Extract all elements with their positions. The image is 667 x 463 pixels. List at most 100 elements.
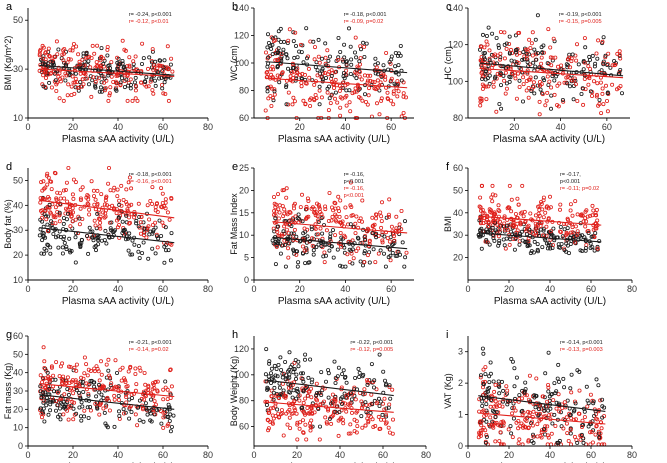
data-point-red-113 xyxy=(68,224,73,229)
data-point-red-126 xyxy=(478,103,483,108)
data-point-black-152 xyxy=(497,102,502,107)
data-point-red-197 xyxy=(600,39,605,44)
data-point-black-98 xyxy=(525,70,530,75)
data-point-red-76 xyxy=(282,238,287,243)
data-point-black-16 xyxy=(304,26,309,31)
data-point-red-28 xyxy=(520,442,525,447)
data-point-black-133 xyxy=(534,57,539,62)
data-point-black-138 xyxy=(370,402,375,407)
data-point-red-69 xyxy=(269,394,274,399)
data-point-black-131 xyxy=(556,440,561,445)
data-point-black-4 xyxy=(523,380,528,385)
data-point-red-3 xyxy=(68,57,73,62)
regression-line-black xyxy=(478,232,602,243)
data-point-black-128 xyxy=(479,396,484,401)
data-point-red-62 xyxy=(276,207,281,212)
data-point-red-201 xyxy=(118,367,123,372)
data-point-red-83 xyxy=(348,422,353,427)
data-point-red-177 xyxy=(557,81,562,86)
data-point-red-50 xyxy=(74,362,79,367)
data-point-red-129 xyxy=(287,209,292,214)
x-tick-label: 0 xyxy=(25,122,30,132)
data-point-black-76 xyxy=(555,376,560,381)
data-point-red-87 xyxy=(317,60,322,65)
data-point-red-94 xyxy=(268,72,273,77)
data-point-red-122 xyxy=(128,365,133,370)
panel-letter: h xyxy=(232,329,238,341)
data-point-red-45 xyxy=(403,95,408,100)
data-point-black-108 xyxy=(523,387,528,392)
data-point-red-211 xyxy=(133,371,138,376)
data-point-red-204 xyxy=(478,428,483,433)
data-point-red-186 xyxy=(339,415,344,420)
data-point-black-168 xyxy=(605,91,610,96)
data-point-red-125 xyxy=(380,401,385,406)
data-point-red-132 xyxy=(38,373,43,378)
data-point-red-138 xyxy=(127,175,132,180)
correlation-annotation-red: r= -0.12, p=0.005 xyxy=(350,347,393,353)
data-point-black-45 xyxy=(510,406,515,411)
data-point-red-214 xyxy=(169,196,174,201)
data-point-black-10 xyxy=(542,78,547,83)
data-point-red-119 xyxy=(312,98,317,103)
data-point-red-105 xyxy=(498,57,503,62)
data-point-red-222 xyxy=(540,233,545,238)
data-point-red-43 xyxy=(590,213,595,218)
data-point-red-108 xyxy=(569,442,574,447)
y-tick-label: 40 xyxy=(13,200,23,210)
data-point-black-158 xyxy=(484,34,489,39)
data-point-black-84 xyxy=(517,393,522,398)
data-point-red-8 xyxy=(95,188,100,193)
data-point-black-88 xyxy=(339,235,344,240)
data-point-red-136 xyxy=(290,216,295,221)
data-point-black-49 xyxy=(44,248,49,253)
data-point-red-30 xyxy=(573,417,578,422)
data-point-black-34 xyxy=(402,219,407,224)
data-point-black-131 xyxy=(120,219,125,224)
data-point-red-35 xyxy=(545,433,550,438)
data-point-red-223 xyxy=(337,83,342,88)
data-point-black-4 xyxy=(162,58,167,63)
regression-line-red xyxy=(39,199,175,219)
data-point-red-6 xyxy=(581,102,586,107)
data-point-red-133 xyxy=(605,99,610,104)
data-point-red-97 xyxy=(493,399,498,404)
data-point-red-33 xyxy=(487,56,492,61)
data-point-red-139 xyxy=(66,57,71,62)
data-point-black-37 xyxy=(120,76,125,81)
data-point-black-123 xyxy=(573,401,578,406)
data-point-black-115 xyxy=(43,366,48,371)
regression-line-black xyxy=(478,395,606,412)
data-point-red-224 xyxy=(479,44,484,49)
data-point-black-99 xyxy=(384,215,389,220)
data-point-black-145 xyxy=(342,375,347,380)
data-point-black-14 xyxy=(501,388,506,393)
data-point-red-18 xyxy=(366,86,371,91)
data-point-red-215 xyxy=(345,252,350,257)
data-point-red-166 xyxy=(266,418,271,423)
data-point-red-202 xyxy=(331,413,336,418)
data-point-black-132 xyxy=(283,377,288,382)
data-point-black-122 xyxy=(331,255,336,260)
data-point-black-143 xyxy=(266,55,271,60)
data-point-black-127 xyxy=(77,216,82,221)
panel-letter: d xyxy=(6,161,12,173)
regression-line-black xyxy=(264,379,394,397)
data-point-black-166 xyxy=(143,401,148,406)
data-point-red-166 xyxy=(333,77,338,82)
data-point-red-184 xyxy=(595,92,600,97)
data-point-red-91 xyxy=(595,81,600,86)
data-point-red-132 xyxy=(270,95,275,100)
data-point-red-197 xyxy=(554,406,559,411)
data-point-red-85 xyxy=(569,390,574,395)
data-point-black-147 xyxy=(543,238,548,243)
data-point-red-92 xyxy=(312,82,317,87)
data-point-black-51 xyxy=(51,231,56,236)
data-point-red-74 xyxy=(308,424,313,429)
data-point-red-170 xyxy=(586,82,591,87)
data-point-black-112 xyxy=(62,404,67,409)
data-point-black-68 xyxy=(92,245,97,250)
data-point-black-63 xyxy=(96,242,101,247)
data-point-red-103 xyxy=(379,98,384,103)
